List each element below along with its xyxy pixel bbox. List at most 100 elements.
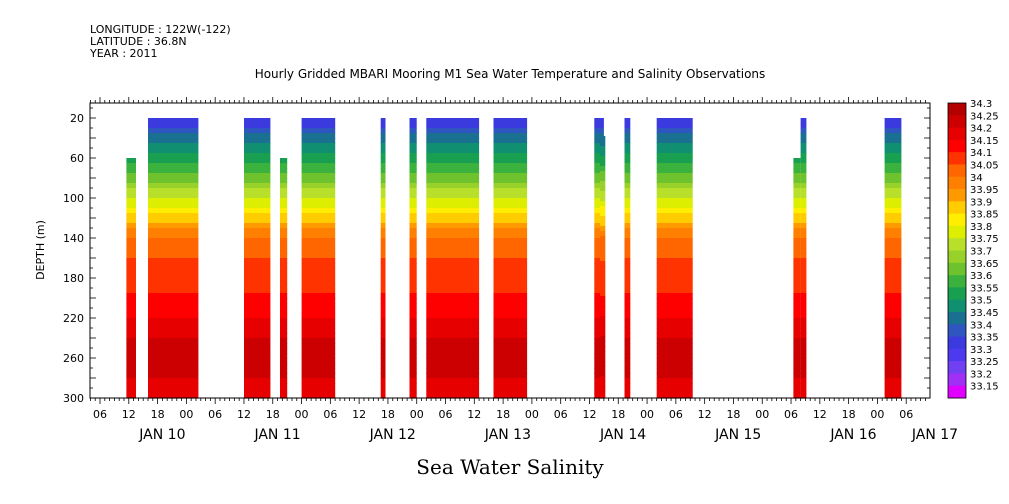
heatmap-cell	[380, 268, 386, 274]
heatmap-cell	[493, 148, 528, 154]
data-segment	[301, 118, 336, 399]
heatmap-cell	[800, 153, 807, 159]
data-segment	[600, 136, 606, 399]
heatmap-cell	[594, 193, 604, 199]
heatmap-cell	[600, 191, 606, 197]
heatmap-cell	[594, 308, 604, 314]
heatmap-cell	[656, 168, 693, 174]
heatmap-cell	[624, 218, 631, 224]
heatmap-cell	[301, 308, 336, 314]
heatmap-cell	[126, 358, 136, 364]
heatmap-cell	[884, 263, 902, 269]
heatmap-cell	[600, 366, 606, 372]
heatmap-cell	[594, 138, 604, 144]
heatmap-cell	[244, 133, 271, 139]
heatmap-cell	[148, 283, 199, 289]
heatmap-cell	[280, 268, 288, 274]
data-segment	[793, 158, 801, 399]
heatmap-cell	[244, 293, 271, 299]
heatmap-cell	[594, 173, 604, 179]
heatmap-cell	[301, 273, 336, 279]
heatmap-cell	[624, 123, 631, 129]
heatmap-cell	[301, 318, 336, 324]
heatmap-cell	[301, 208, 336, 214]
heatmap-cell	[656, 368, 693, 374]
heatmap-cell	[126, 193, 136, 199]
plot-frame	[89, 102, 931, 399]
heatmap-cell	[409, 178, 417, 184]
heatmap-cell	[380, 143, 386, 149]
heatmap-cell	[280, 198, 288, 204]
heatmap-cell	[793, 383, 801, 389]
heatmap-cell	[793, 388, 801, 394]
heatmap-cell	[884, 383, 902, 389]
heatmap-cell	[600, 146, 606, 152]
colorbar-label: 33.7	[970, 247, 992, 258]
heatmap-cell	[656, 133, 693, 139]
heatmap-cell	[793, 338, 801, 344]
heatmap-cell	[426, 313, 480, 319]
heatmap-cell	[301, 218, 336, 224]
heatmap-cell	[884, 153, 902, 159]
heatmap-cell	[884, 293, 902, 299]
heatmap-cell	[493, 183, 528, 189]
data-segment	[656, 118, 693, 399]
heatmap-cell	[280, 393, 288, 399]
heatmap-cell	[409, 258, 417, 264]
heatmap-cell	[800, 243, 807, 249]
data-segment	[409, 118, 417, 399]
heatmap-cell	[409, 293, 417, 299]
heatmap-cell	[148, 278, 199, 284]
heatmap-cell	[244, 313, 271, 319]
heatmap-cell	[380, 358, 386, 364]
heatmap-cell	[280, 378, 288, 384]
heatmap-cell	[793, 268, 801, 274]
heatmap-cell	[126, 353, 136, 359]
heatmap-cell	[426, 278, 480, 284]
heatmap-cell	[884, 183, 902, 189]
heatmap-cell	[624, 273, 631, 279]
heatmap-cell	[301, 343, 336, 349]
heatmap-cell	[148, 223, 199, 229]
x-tick-label: 00	[870, 408, 884, 421]
heatmap-cell	[126, 198, 136, 204]
heatmap-cell	[426, 303, 480, 309]
heatmap-cell	[244, 218, 271, 224]
heatmap-cell	[148, 303, 199, 309]
heatmap-cell	[280, 348, 288, 354]
heatmap-cell	[409, 123, 417, 129]
heatmap-cell	[624, 148, 631, 154]
heatmap-cell	[656, 138, 693, 144]
heatmap-cell	[884, 243, 902, 249]
heatmap-cell	[426, 258, 480, 264]
heatmap-cell	[148, 293, 199, 299]
heatmap-cell	[884, 268, 902, 274]
heatmap-cell	[409, 283, 417, 289]
heatmap-cell	[409, 358, 417, 364]
colorbar-swatch	[948, 336, 966, 350]
y-tick-label: 300	[63, 392, 84, 405]
heatmap-cell	[409, 193, 417, 199]
heatmap-cell	[800, 273, 807, 279]
colorbar-label: 33.8	[970, 222, 992, 233]
heatmap-cell	[800, 288, 807, 294]
heatmap-cell	[884, 353, 902, 359]
heatmap-cell	[656, 118, 693, 124]
heatmap-cell	[280, 263, 288, 269]
heatmap-cell	[884, 148, 902, 154]
heatmap-cell	[656, 348, 693, 354]
heatmap-cell	[600, 211, 606, 217]
heatmap-cell	[594, 223, 604, 229]
heatmap-cell	[600, 206, 606, 212]
heatmap-cell	[656, 233, 693, 239]
heatmap-cell	[624, 253, 631, 259]
y-tick-label: 60	[70, 152, 84, 165]
heatmap-cell	[244, 348, 271, 354]
heatmap-cell	[493, 168, 528, 174]
heatmap-cell	[656, 193, 693, 199]
heatmap-cell	[148, 273, 199, 279]
heatmap-cell	[148, 203, 199, 209]
heatmap-cell	[426, 128, 480, 134]
heatmap-cell	[884, 328, 902, 334]
heatmap-cell	[244, 248, 271, 254]
